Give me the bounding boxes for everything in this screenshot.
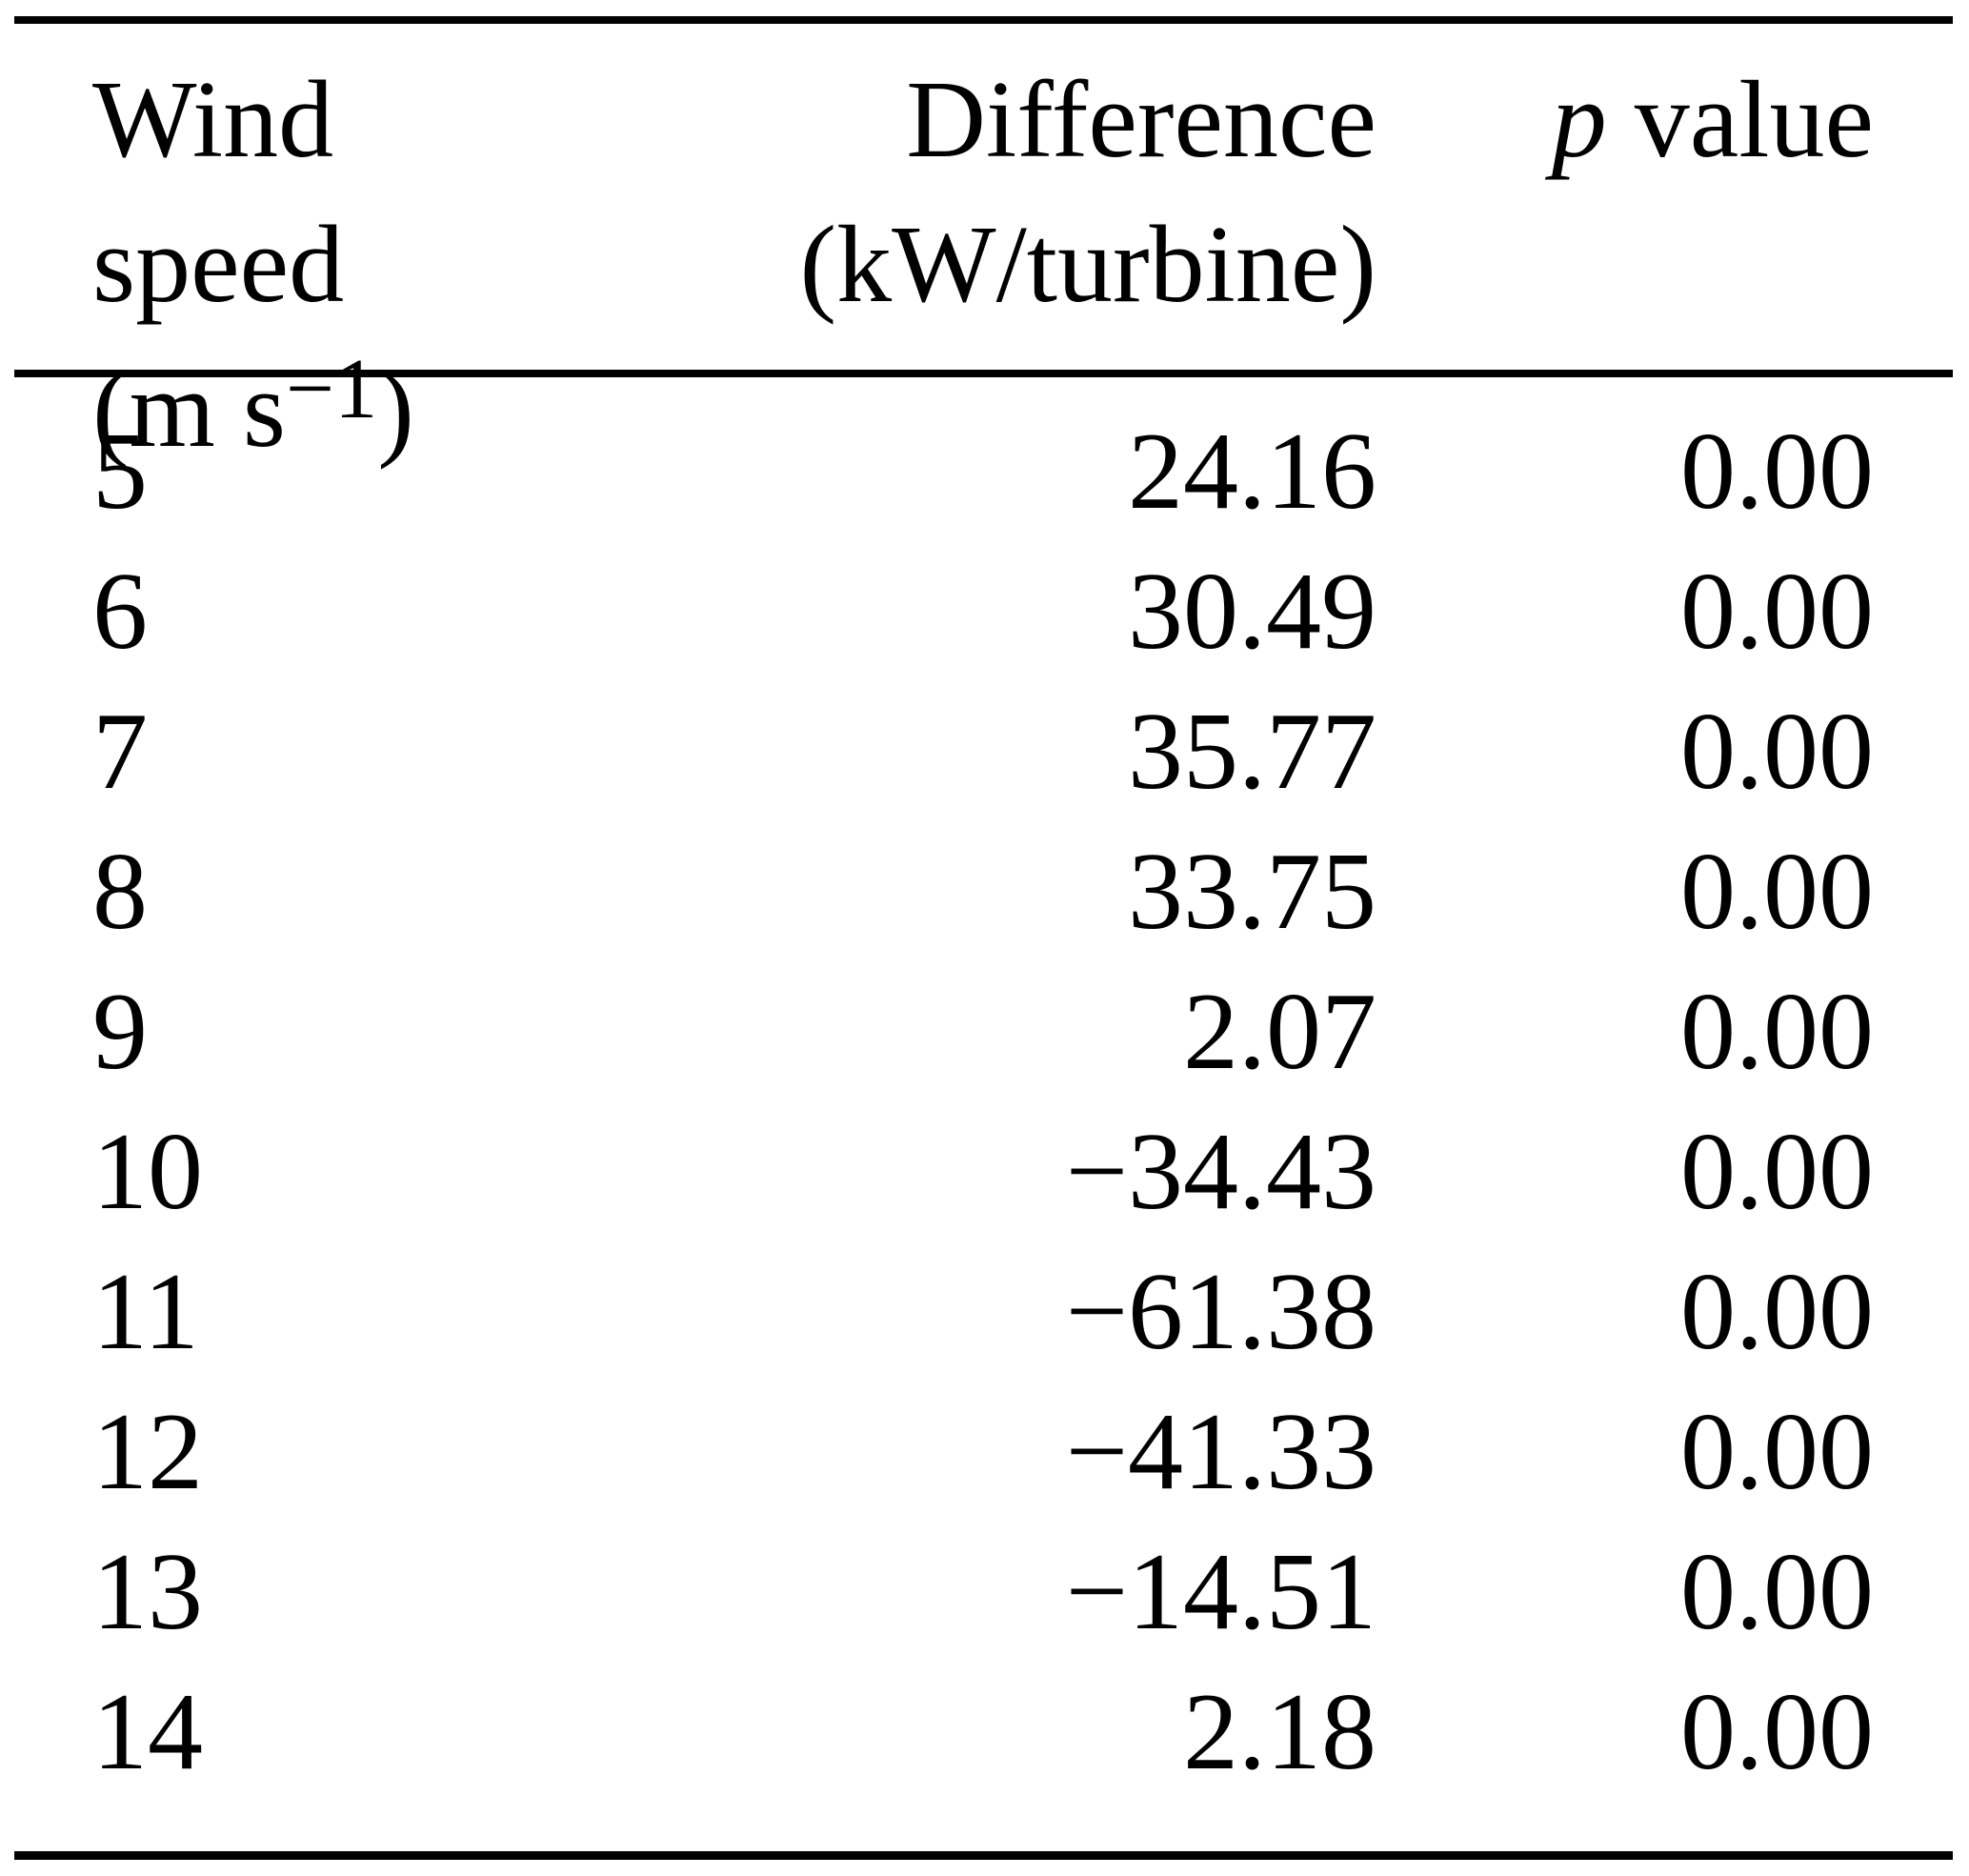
- unit-superscript: −1: [286, 340, 378, 437]
- header-wind-speed-label: Wind speed: [92, 59, 345, 326]
- p-value-cell: 0.00: [1680, 1251, 1874, 1373]
- difference-cell: 2.07: [1183, 971, 1376, 1093]
- table-row: 14 2.18 0.00: [14, 1663, 1953, 1803]
- header-p-value-label: value: [1606, 59, 1874, 181]
- table-body: 5 24.16 0.00 6 30.49 0.00 7 35.77 0.00 8…: [14, 377, 1953, 1851]
- difference-cell: −41.33: [1065, 1391, 1376, 1513]
- wind-speed-cell: 8: [92, 831, 148, 953]
- difference-cell: 2.18: [1183, 1671, 1376, 1793]
- table-header: Wind speed (m s−1) Difference (kW/turbin…: [14, 24, 1953, 471]
- header-difference-unit: (kW/turbine): [799, 204, 1376, 326]
- wind-speed-cell: 9: [92, 971, 148, 1093]
- results-table: Wind speed (m s−1) Difference (kW/turbin…: [14, 16, 1953, 1860]
- wind-speed-cell: 14: [92, 1671, 203, 1793]
- difference-cell: −14.51: [1065, 1531, 1376, 1653]
- table-row: 6 30.49 0.00: [14, 542, 1953, 682]
- table-row: 7 35.77 0.00: [14, 682, 1953, 822]
- p-value-cell: 0.00: [1680, 1671, 1874, 1793]
- difference-cell: 35.77: [1128, 691, 1376, 813]
- wind-speed-cell: 13: [92, 1531, 203, 1653]
- header-p-value: p value: [1376, 48, 1953, 482]
- wind-speed-cell: 12: [92, 1391, 203, 1513]
- header-wind-speed-unit: (m s−1): [92, 340, 414, 471]
- header-difference: Difference (kW/turbine): [476, 48, 1376, 482]
- table-row: 11 −61.38 0.00: [14, 1242, 1953, 1382]
- table-row: 5 24.16 0.00: [14, 402, 1953, 542]
- p-value-cell: 0.00: [1680, 1391, 1874, 1513]
- difference-cell: −34.43: [1065, 1111, 1376, 1233]
- wind-speed-cell: 6: [92, 551, 148, 673]
- table-row: 9 2.07 0.00: [14, 962, 1953, 1102]
- table-row: 8 33.75 0.00: [14, 822, 1953, 962]
- wind-speed-cell: 5: [92, 411, 148, 533]
- difference-cell: 33.75: [1128, 831, 1376, 953]
- p-value-cell: 0.00: [1680, 411, 1874, 533]
- header-difference-label: Difference: [906, 59, 1376, 181]
- header-p-symbol: p: [1551, 59, 1607, 181]
- header-divider-rule: [14, 370, 1953, 377]
- difference-cell: −61.38: [1065, 1251, 1376, 1373]
- difference-cell: 24.16: [1128, 411, 1376, 533]
- wind-speed-cell: 11: [92, 1251, 199, 1373]
- table-row: 10 −34.43 0.00: [14, 1102, 1953, 1242]
- wind-speed-cell: 7: [92, 691, 148, 813]
- p-value-cell: 0.00: [1680, 831, 1874, 953]
- p-value-cell: 0.00: [1680, 1111, 1874, 1233]
- p-value-cell: 0.00: [1680, 1531, 1874, 1653]
- wind-speed-cell: 10: [92, 1111, 203, 1233]
- difference-cell: 30.49: [1128, 551, 1376, 673]
- p-value-cell: 0.00: [1680, 691, 1874, 813]
- header-wind-speed: Wind speed (m s−1): [14, 48, 476, 482]
- table-row: 12 −41.33 0.00: [14, 1382, 1953, 1523]
- table-row: 13 −14.51 0.00: [14, 1523, 1953, 1663]
- p-value-cell: 0.00: [1680, 551, 1874, 673]
- p-value-cell: 0.00: [1680, 971, 1874, 1093]
